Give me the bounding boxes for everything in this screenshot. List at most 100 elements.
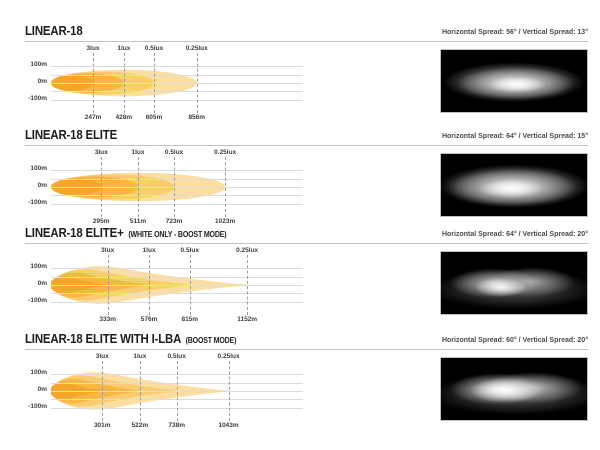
product-title: LINEAR-18 ELITE WITH I-LBA (BOOST MODE) (25, 332, 236, 345)
product-title: LINEAR-18 (25, 24, 84, 37)
section-linear-18-elite-plus: LINEAR-18 ELITE+ (WHITE ONLY - BOOST MOD… (25, 226, 588, 328)
lux-threshold-line (107, 255, 109, 315)
distance-label: 815m (181, 316, 199, 323)
distance-label: 1152m (237, 316, 258, 323)
product-name: LINEAR-18 ELITE (25, 127, 118, 142)
section-body: 100m 0m -100m 3lux 333m 1lux 576m 0.5lux 815m 0.2… (25, 244, 588, 328)
section-header: LINEAR-18 ELITE WITH I-LBA (BOOST MODE) … (25, 332, 588, 350)
y-axis-label: 100m (30, 369, 47, 377)
lux-threshold-line (228, 361, 230, 421)
gridline (51, 276, 303, 278)
beam-pattern-chart: 100m 0m -100m 3lux 247m 1lux 428m 0.5lux 605m 0.2… (25, 45, 305, 122)
lux-threshold-line (196, 53, 198, 113)
distance-label: 738m (168, 422, 185, 429)
section-body: 100m 0m -100m 3lux 295m 1lux 511m 0.5lux 723m 0.2… (25, 146, 588, 230)
distance-label: 247m (84, 114, 102, 121)
lux-threshold-line (189, 255, 191, 315)
lux-level-label: 0.5lux (144, 45, 164, 52)
beam-pattern-chart: 100m 0m -100m 3lux 301m 1lux 522m 0.5lux 738m 0.2… (25, 353, 305, 430)
lux-level-label: 0.25lux (185, 45, 208, 52)
gridline (51, 268, 303, 270)
spread-label: Horizontal Spread: 56° / Vertical Spread… (441, 29, 588, 36)
distance-label: 605m (145, 114, 163, 121)
gridline (51, 293, 303, 295)
product-name: LINEAR-18 (25, 23, 83, 38)
lux-threshold-line (139, 361, 141, 421)
lux-level-label: 3lux (94, 149, 108, 156)
distance-label: 428m (115, 114, 133, 121)
distance-label: 511m (129, 218, 147, 225)
beam-photo (440, 251, 588, 315)
lux-level-label: 1lux (142, 247, 156, 254)
spread-label: Horizontal Spread: 64° / Vertical Spread… (441, 133, 588, 140)
lux-threshold-line (102, 361, 104, 421)
y-axis-label: 0m (37, 182, 47, 189)
y-axis-label: -100m (28, 94, 47, 102)
gridline (51, 195, 303, 197)
distance-label: 1023m (215, 218, 236, 225)
section-header: LINEAR-18 ELITE+ (WHITE ONLY - BOOST MOD… (25, 226, 588, 244)
y-axis-label: -100m (28, 296, 47, 304)
gridline (51, 91, 303, 93)
product-title: LINEAR-18 ELITE (25, 128, 119, 141)
product-name: LINEAR-18 ELITE WITH I-LBA (25, 331, 181, 346)
beam-pattern-chart: 100m 0m -100m 3lux 333m 1lux 576m 0.5lux 815m 0.2… (25, 247, 305, 324)
lux-level-label: 0.5lux (167, 353, 186, 360)
lux-level-label: 0.5lux (164, 149, 184, 156)
product-title: LINEAR-18 ELITE+ (WHITE ONLY - BOOST MOD… (25, 225, 227, 240)
lux-threshold-line (138, 157, 139, 217)
gridline (51, 66, 303, 68)
section-linear-18-elite-ilba: LINEAR-18 ELITE WITH I-LBA (BOOST MODE) … (25, 332, 588, 434)
lux-threshold-line (176, 361, 178, 421)
distance-label: 856m (188, 114, 206, 121)
lux-threshold-line (101, 157, 103, 217)
section-header: LINEAR-18 ELITE Horizontal Spread: 64° /… (25, 128, 588, 146)
lux-threshold-line (93, 53, 95, 113)
distance-label: 333m (99, 316, 116, 323)
lux-level-label: 0.25lux (214, 149, 237, 156)
gridline (51, 83, 303, 84)
y-axis-label: 100m (30, 263, 47, 271)
lux-level-label: 3lux (86, 45, 100, 52)
y-axis-label: 100m (30, 61, 47, 69)
product-name: LINEAR-18 ELITE+ (25, 225, 124, 240)
section-linear-18: LINEAR-18 Horizontal Spread: 56° / Verti… (25, 24, 588, 126)
distance-label: 295m (92, 218, 110, 225)
lux-threshold-line (123, 53, 125, 113)
spread-label: Horizontal Spread: 64° / Vertical Spread… (441, 231, 588, 238)
y-axis-label: 0m (37, 386, 47, 393)
gridline (51, 99, 303, 101)
distance-label: 301m (93, 422, 111, 429)
lux-threshold-line (154, 53, 155, 113)
plot-area (51, 159, 303, 215)
lux-threshold-line (225, 157, 227, 217)
distance-label: 522m (131, 422, 149, 429)
plot-area (51, 55, 303, 111)
lux-level-label: 1lux (133, 353, 147, 360)
y-axis-label: -100m (28, 402, 47, 410)
section-header: LINEAR-18 Horizontal Spread: 56° / Verti… (25, 24, 588, 42)
product-subtitle: (WHITE ONLY - BOOST MODE) (128, 230, 227, 239)
beam-photo (440, 357, 588, 421)
lux-level-label: 3lux (101, 247, 115, 254)
lux-level-label: 0.25lux (236, 247, 259, 254)
lux-threshold-line (149, 255, 151, 315)
gridline (51, 203, 303, 205)
gridline (51, 178, 303, 180)
beam-photo (440, 153, 588, 217)
distance-label: 723m (165, 218, 183, 225)
section-linear-18-elite: LINEAR-18 ELITE Horizontal Spread: 64° /… (25, 128, 588, 230)
lux-threshold-line (174, 157, 176, 217)
y-axis-label: -100m (28, 198, 47, 206)
lux-level-label: 1lux (117, 45, 131, 52)
gridline (51, 170, 303, 172)
y-axis-label: 0m (37, 280, 47, 287)
lux-level-label: 0.25lux (217, 353, 240, 360)
section-body: 100m 0m -100m 3lux 247m 1lux 428m 0.5lux 605m 0.2… (25, 42, 588, 126)
distance-label: 1043m (218, 422, 239, 429)
lux-level-label: 0.5lux (180, 247, 199, 254)
lux-level-label: 3lux (95, 353, 109, 360)
gridline (51, 74, 303, 76)
y-axis-label: 0m (37, 78, 47, 85)
plot-area (51, 257, 303, 313)
